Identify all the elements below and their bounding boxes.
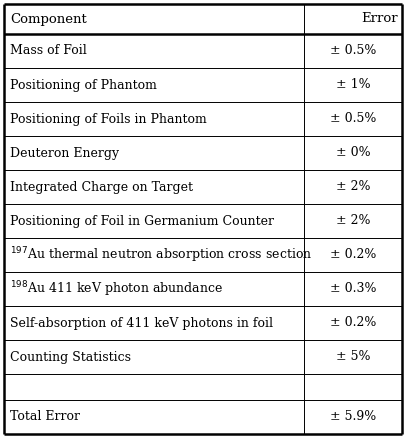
Text: Error: Error xyxy=(360,13,397,25)
Text: Mass of Foil: Mass of Foil xyxy=(10,45,87,57)
Text: Positioning of Foil in Germanium Counter: Positioning of Foil in Germanium Counter xyxy=(10,215,273,227)
Text: Positioning of Phantom: Positioning of Phantom xyxy=(10,78,156,92)
Text: ± 2%: ± 2% xyxy=(335,180,370,194)
Text: ± 0.2%: ± 0.2% xyxy=(329,248,375,261)
Text: Integrated Charge on Target: Integrated Charge on Target xyxy=(10,180,192,194)
Text: ± 0.5%: ± 0.5% xyxy=(329,45,375,57)
Text: Total Error: Total Error xyxy=(10,410,80,424)
Text: ± 5%: ± 5% xyxy=(335,350,370,364)
Text: ± 0.3%: ± 0.3% xyxy=(329,283,375,296)
Text: Counting Statistics: Counting Statistics xyxy=(10,350,131,364)
Text: Deuteron Energy: Deuteron Energy xyxy=(10,146,119,159)
Text: ± 0%: ± 0% xyxy=(335,146,370,159)
Text: ± 0.5%: ± 0.5% xyxy=(329,113,375,126)
Text: ± 1%: ± 1% xyxy=(335,78,370,92)
Text: ± 0.2%: ± 0.2% xyxy=(329,317,375,329)
Text: Self-absorption of 411 keV photons in foil: Self-absorption of 411 keV photons in fo… xyxy=(10,317,272,329)
Text: Component: Component xyxy=(10,13,87,25)
Text: ± 2%: ± 2% xyxy=(335,215,370,227)
Text: ± 5.9%: ± 5.9% xyxy=(329,410,375,424)
Text: $^{198}$Au 411 keV photon abundance: $^{198}$Au 411 keV photon abundance xyxy=(10,279,222,299)
Text: Positioning of Foils in Phantom: Positioning of Foils in Phantom xyxy=(10,113,206,126)
Text: $^{197}$Au thermal neutron absorption cross section: $^{197}$Au thermal neutron absorption cr… xyxy=(10,245,311,265)
